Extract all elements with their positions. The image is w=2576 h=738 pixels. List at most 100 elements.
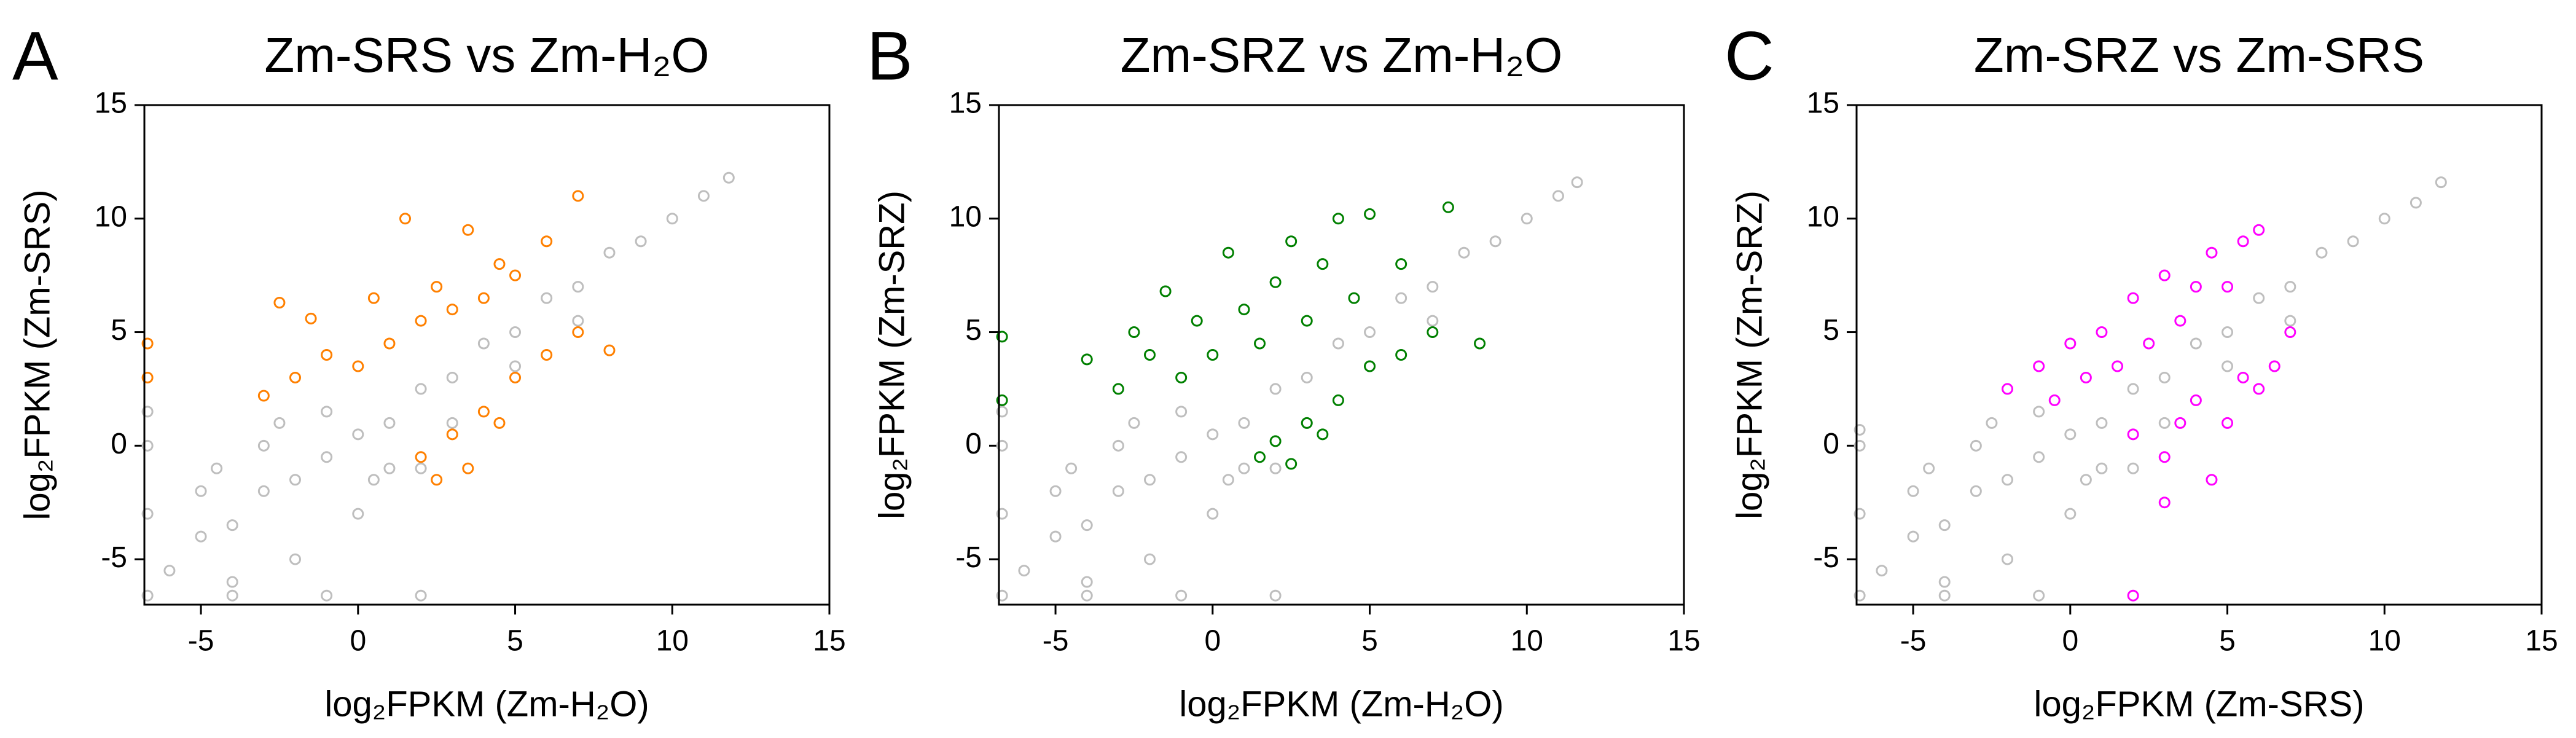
point xyxy=(1049,530,1062,543)
plot-frame xyxy=(998,104,1685,606)
point xyxy=(1128,326,1140,339)
point xyxy=(635,235,647,248)
point xyxy=(1317,428,1329,441)
point xyxy=(2253,224,2265,236)
point xyxy=(2158,417,2171,429)
y-tick-label: 10 xyxy=(949,200,982,233)
point xyxy=(1207,508,1219,520)
point xyxy=(2096,326,2108,339)
point xyxy=(1269,435,1282,447)
point xyxy=(2222,360,2234,372)
y-tick-label: 15 xyxy=(95,87,127,120)
point xyxy=(415,589,427,602)
point xyxy=(2158,371,2171,383)
x-tick-label: 5 xyxy=(1361,625,1378,658)
point xyxy=(141,337,154,350)
point xyxy=(1332,337,1344,350)
point xyxy=(1144,553,1156,565)
point xyxy=(273,297,286,309)
point xyxy=(2127,462,2139,474)
point xyxy=(2064,508,2077,520)
point xyxy=(1144,474,1156,486)
point xyxy=(321,589,333,602)
point xyxy=(195,530,207,543)
point xyxy=(996,331,1008,343)
point xyxy=(367,292,380,304)
y-tick-label: 5 xyxy=(111,314,127,347)
point xyxy=(2064,337,2077,350)
point xyxy=(1427,315,1439,327)
x-tick-label: -5 xyxy=(1043,625,1069,658)
point xyxy=(2033,451,2045,463)
point xyxy=(2253,383,2265,395)
point xyxy=(1254,337,1266,350)
point xyxy=(163,565,176,577)
point xyxy=(1489,235,1501,248)
point xyxy=(367,474,380,486)
point xyxy=(2284,281,2296,293)
y-tick-label: 5 xyxy=(1823,314,1839,347)
point xyxy=(446,428,458,441)
point xyxy=(1854,589,1866,602)
point xyxy=(1301,315,1313,327)
x-tick-label: 15 xyxy=(1667,625,1700,658)
point xyxy=(1938,576,1951,588)
point xyxy=(1238,462,1250,474)
point xyxy=(2112,360,2124,372)
point xyxy=(1222,474,1234,486)
point xyxy=(446,371,458,383)
point xyxy=(1222,246,1234,259)
point xyxy=(462,224,474,236)
y-axis-label: log₂FPKM (Zm-SRS) xyxy=(17,189,57,520)
point xyxy=(1364,208,1376,220)
point xyxy=(2158,269,2171,281)
point xyxy=(572,281,584,293)
point xyxy=(321,451,333,463)
point xyxy=(2284,315,2296,327)
point xyxy=(2080,371,2092,383)
point xyxy=(289,474,302,486)
point xyxy=(2127,292,2139,304)
point xyxy=(415,451,427,463)
point xyxy=(603,246,616,259)
point xyxy=(1018,565,1030,577)
point xyxy=(1144,349,1156,361)
point xyxy=(383,417,396,429)
chart-title: Zm-SRZ vs Zm-SRS xyxy=(1974,28,2424,82)
point xyxy=(1923,462,1935,474)
point xyxy=(666,213,678,225)
point xyxy=(1065,462,1078,474)
x-tick-label: 15 xyxy=(2525,625,2558,658)
point xyxy=(509,326,522,339)
y-tick-label: 10 xyxy=(95,200,127,233)
point xyxy=(446,304,458,316)
y-tick-label: 0 xyxy=(1823,428,1839,460)
point xyxy=(1081,519,1093,532)
y-tick-label: 15 xyxy=(1807,87,1839,120)
y-tick-label: 15 xyxy=(949,87,982,120)
y-tick-label: -5 xyxy=(101,541,127,574)
y-tick-label: 10 xyxy=(1807,200,1839,233)
point xyxy=(2435,176,2447,189)
point xyxy=(1364,326,1376,339)
point xyxy=(1301,417,1313,429)
point xyxy=(1238,417,1250,429)
point xyxy=(1238,304,1250,316)
point xyxy=(572,326,584,339)
y-tick-label: 0 xyxy=(111,428,127,460)
panel-label: A xyxy=(12,18,58,95)
x-tick-label: 0 xyxy=(1204,625,1221,658)
point xyxy=(2033,406,2045,418)
point xyxy=(352,428,364,441)
y-tick-label: 0 xyxy=(965,428,982,460)
point xyxy=(141,508,154,520)
point xyxy=(1191,315,1203,327)
point xyxy=(541,235,553,248)
point xyxy=(1081,353,1093,366)
point xyxy=(2064,428,2077,441)
point xyxy=(352,508,364,520)
point xyxy=(1285,235,1298,248)
point xyxy=(2158,497,2171,509)
point xyxy=(996,439,1008,452)
